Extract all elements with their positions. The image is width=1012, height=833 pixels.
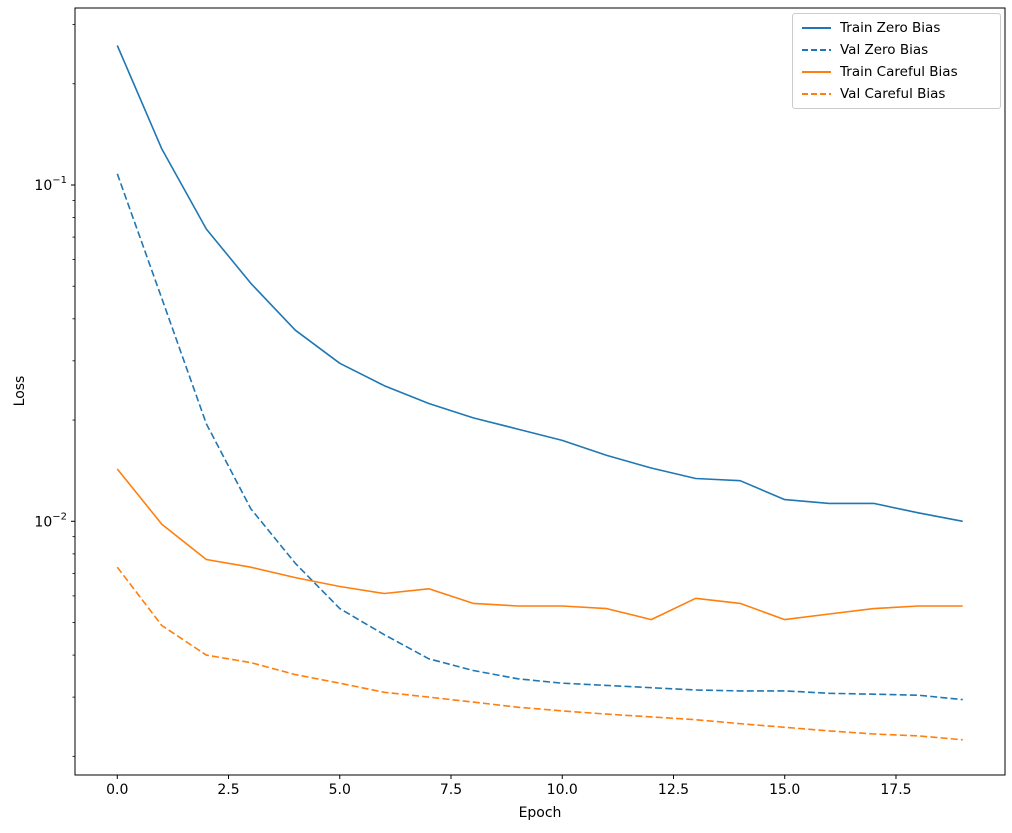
legend: Train Zero Bias Val Zero Bias Train Carefu… xyxy=(792,13,1001,109)
x-tick-label: 15.0 xyxy=(769,782,800,798)
legend-label: Train Careful Bias xyxy=(840,64,958,80)
series-line-train-careful-bias xyxy=(116,468,963,621)
series-line-val-zero-bias xyxy=(116,173,963,701)
legend-line-sample-solid xyxy=(802,71,831,73)
x-tick-label: 12.5 xyxy=(658,782,689,798)
x-tick-label: 5.0 xyxy=(329,782,351,798)
x-tick-label: 0.0 xyxy=(106,782,128,798)
legend-entry: Train Careful Bias xyxy=(802,64,990,80)
legend-entry: Val Zero Bias xyxy=(802,42,990,58)
x-axis-label: Epoch xyxy=(518,805,562,821)
legend-label: Train Zero Bias xyxy=(840,20,941,36)
legend-label: Val Zero Bias xyxy=(840,42,929,58)
x-tick-label: 7.5 xyxy=(440,782,462,798)
y-tick-label: 10−1 xyxy=(34,175,67,194)
x-tick-label: 10.0 xyxy=(547,782,578,798)
legend-entry: Val Careful Bias xyxy=(802,86,990,102)
axes-spines xyxy=(74,7,1006,776)
x-tick-label: 17.5 xyxy=(880,782,911,798)
x-tick-label: 2.5 xyxy=(217,782,239,798)
legend-label: Val Careful Bias xyxy=(840,86,946,102)
legend-line-sample-dashed xyxy=(802,93,831,95)
series-lines xyxy=(116,45,963,741)
legend-entry: Train Zero Bias xyxy=(802,20,990,36)
legend-line-sample-dashed xyxy=(802,49,831,51)
y-tick-label: 10−2 xyxy=(34,511,67,530)
axis-ticks: 0.0 2.5 5.0 7.5 10.0 12.5 15.0 17.5 10−1 10−2 xyxy=(34,24,912,798)
series-line-train-zero-bias xyxy=(116,45,963,523)
y-axis-label: Loss xyxy=(12,375,28,407)
series-line-val-careful-bias xyxy=(116,566,963,741)
legend-line-sample-solid xyxy=(802,27,831,29)
